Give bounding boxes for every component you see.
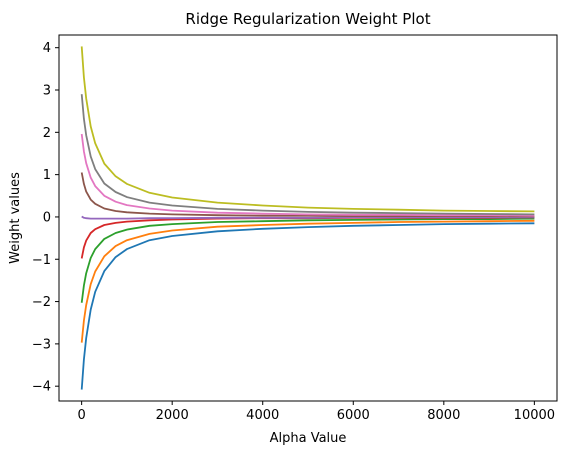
y-tick-label: 4 xyxy=(43,41,51,56)
series-line-9 xyxy=(80,46,535,213)
x-tick-label: 8000 xyxy=(427,408,460,423)
x-axis-label: Alpha Value xyxy=(270,431,347,446)
series-line-7 xyxy=(80,133,535,217)
y-tick-label: 3 xyxy=(43,84,51,99)
series-line-2 xyxy=(80,219,535,343)
x-tick-label: 6000 xyxy=(337,408,370,423)
y-tick-label: 1 xyxy=(43,168,51,183)
y-axis-label: Weight values xyxy=(8,172,23,264)
y-tick-label: −4 xyxy=(32,380,51,395)
series-line-1 xyxy=(80,222,535,390)
series-line-8 xyxy=(80,94,535,216)
y-axis-ticks: −4 −3 −2 −1 0 1 2 3 4 xyxy=(32,41,59,395)
series-line-6 xyxy=(80,172,535,218)
x-tick-label: 10000 xyxy=(514,408,555,423)
y-tick-label: −1 xyxy=(32,253,51,268)
y-tick-label: −2 xyxy=(32,295,51,310)
y-tick-label: 0 xyxy=(43,210,51,225)
x-tick-label: 4000 xyxy=(246,408,279,423)
x-axis-ticks: 0 2000 4000 6000 8000 10000 xyxy=(77,401,555,423)
plot-frame xyxy=(58,34,558,402)
x-tick-label: 0 xyxy=(77,408,85,423)
plot-lines xyxy=(80,46,535,390)
y-tick-label: 2 xyxy=(43,126,51,141)
chart-title: Ridge Regularization Weight Plot xyxy=(185,10,430,28)
y-tick-label: −3 xyxy=(32,337,51,352)
series-line-5 xyxy=(81,215,535,220)
x-tick-label: 2000 xyxy=(156,408,189,423)
series-line-3 xyxy=(80,217,535,303)
